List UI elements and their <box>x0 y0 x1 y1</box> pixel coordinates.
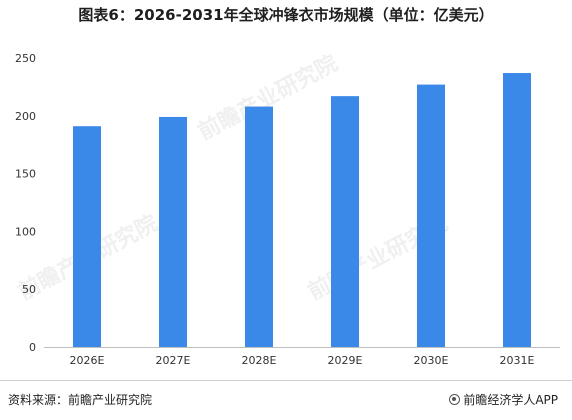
bar-chart: 0 50 100 150 200 250 2026E 2027E 2028E 2029E 2030… <box>15 52 560 367</box>
x-tick-label: 2027E <box>156 354 191 367</box>
y-tick-label: 100 <box>15 225 36 238</box>
y-tick-label: 200 <box>15 110 36 123</box>
x-tick-label: 2030E <box>414 354 449 367</box>
bar <box>73 126 101 347</box>
x-tick-label: 2028E <box>242 354 277 367</box>
qianzhan-logo-icon <box>449 394 461 405</box>
x-tick-label: 2029E <box>328 354 363 367</box>
chart-title: 图表6：2026-2031年全球冲锋衣市场规模（单位：亿美元） <box>78 6 494 24</box>
y-tick-label: 0 <box>29 341 36 354</box>
brand-label: 前瞻经济学人APP <box>463 393 558 407</box>
bar <box>417 84 445 347</box>
bar <box>503 73 531 347</box>
source-note: 资料来源：前瞻产业研究院 <box>8 393 153 407</box>
x-tick-label: 2031E <box>500 354 535 367</box>
bars <box>73 73 531 348</box>
x-axis: 2026E 2027E 2028E 2029E 2030E 2031E <box>70 354 535 367</box>
y-axis: 0 50 100 150 200 250 <box>15 52 560 354</box>
brand-link[interactable]: 前瞻经济学人APP <box>449 391 558 408</box>
x-tick-label: 2026E <box>70 354 105 367</box>
footer: 资料来源：前瞻产业研究院 前瞻经济学人APP <box>0 380 572 420</box>
bar <box>245 106 273 347</box>
bar <box>159 116 187 348</box>
y-tick-label: 250 <box>15 52 36 65</box>
y-tick-label: 50 <box>22 283 36 296</box>
y-tick-label: 150 <box>15 168 36 181</box>
bar <box>331 96 359 347</box>
